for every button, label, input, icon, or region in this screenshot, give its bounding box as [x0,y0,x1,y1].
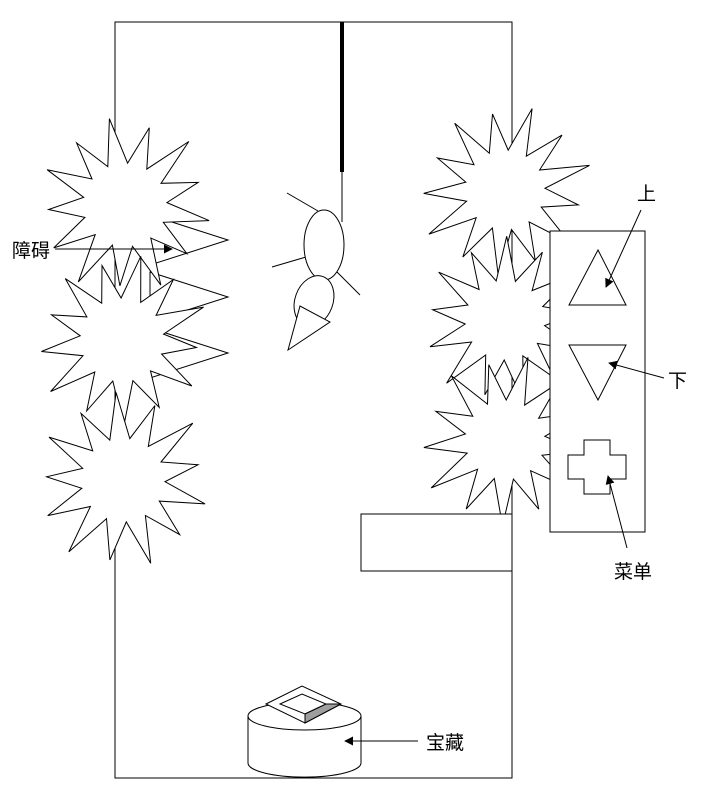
treasure-cylinder-body [247,716,362,778]
obstacle-label: 障碍 [12,240,50,262]
up-callout-arrow [605,209,642,288]
up-button[interactable] [568,248,627,306]
obstacle-spike-star [429,236,582,403]
treasure-label: 宝藏 [426,732,464,754]
gem-icon [264,685,343,724]
creature-body [303,209,345,281]
obstacle-spike-star [423,357,589,526]
down-callout-arrow [608,360,665,379]
creature-beak [287,305,331,352]
up-label: 上 [637,183,656,205]
menu-label: 菜单 [614,561,652,583]
down-label: 下 [668,370,687,392]
play-area-frame [114,21,513,779]
obstacle-spike-star [423,108,590,276]
down-button[interactable] [568,344,627,402]
creature-leg [334,269,361,296]
menu-button[interactable] [567,439,627,495]
ledge-platform [360,513,513,572]
menu-callout-arrow [605,475,628,549]
right-obstacle-cluster [423,108,590,526]
obstacle-spike-star [46,118,210,286]
obstacle-spike-star [44,392,206,564]
obstacle-spike-star [41,256,204,426]
creature-leg [271,256,307,268]
creature-leg [286,192,319,212]
gem-facet [304,703,342,724]
hanging-creature [271,192,361,352]
left-obstacle-cluster [41,118,210,564]
